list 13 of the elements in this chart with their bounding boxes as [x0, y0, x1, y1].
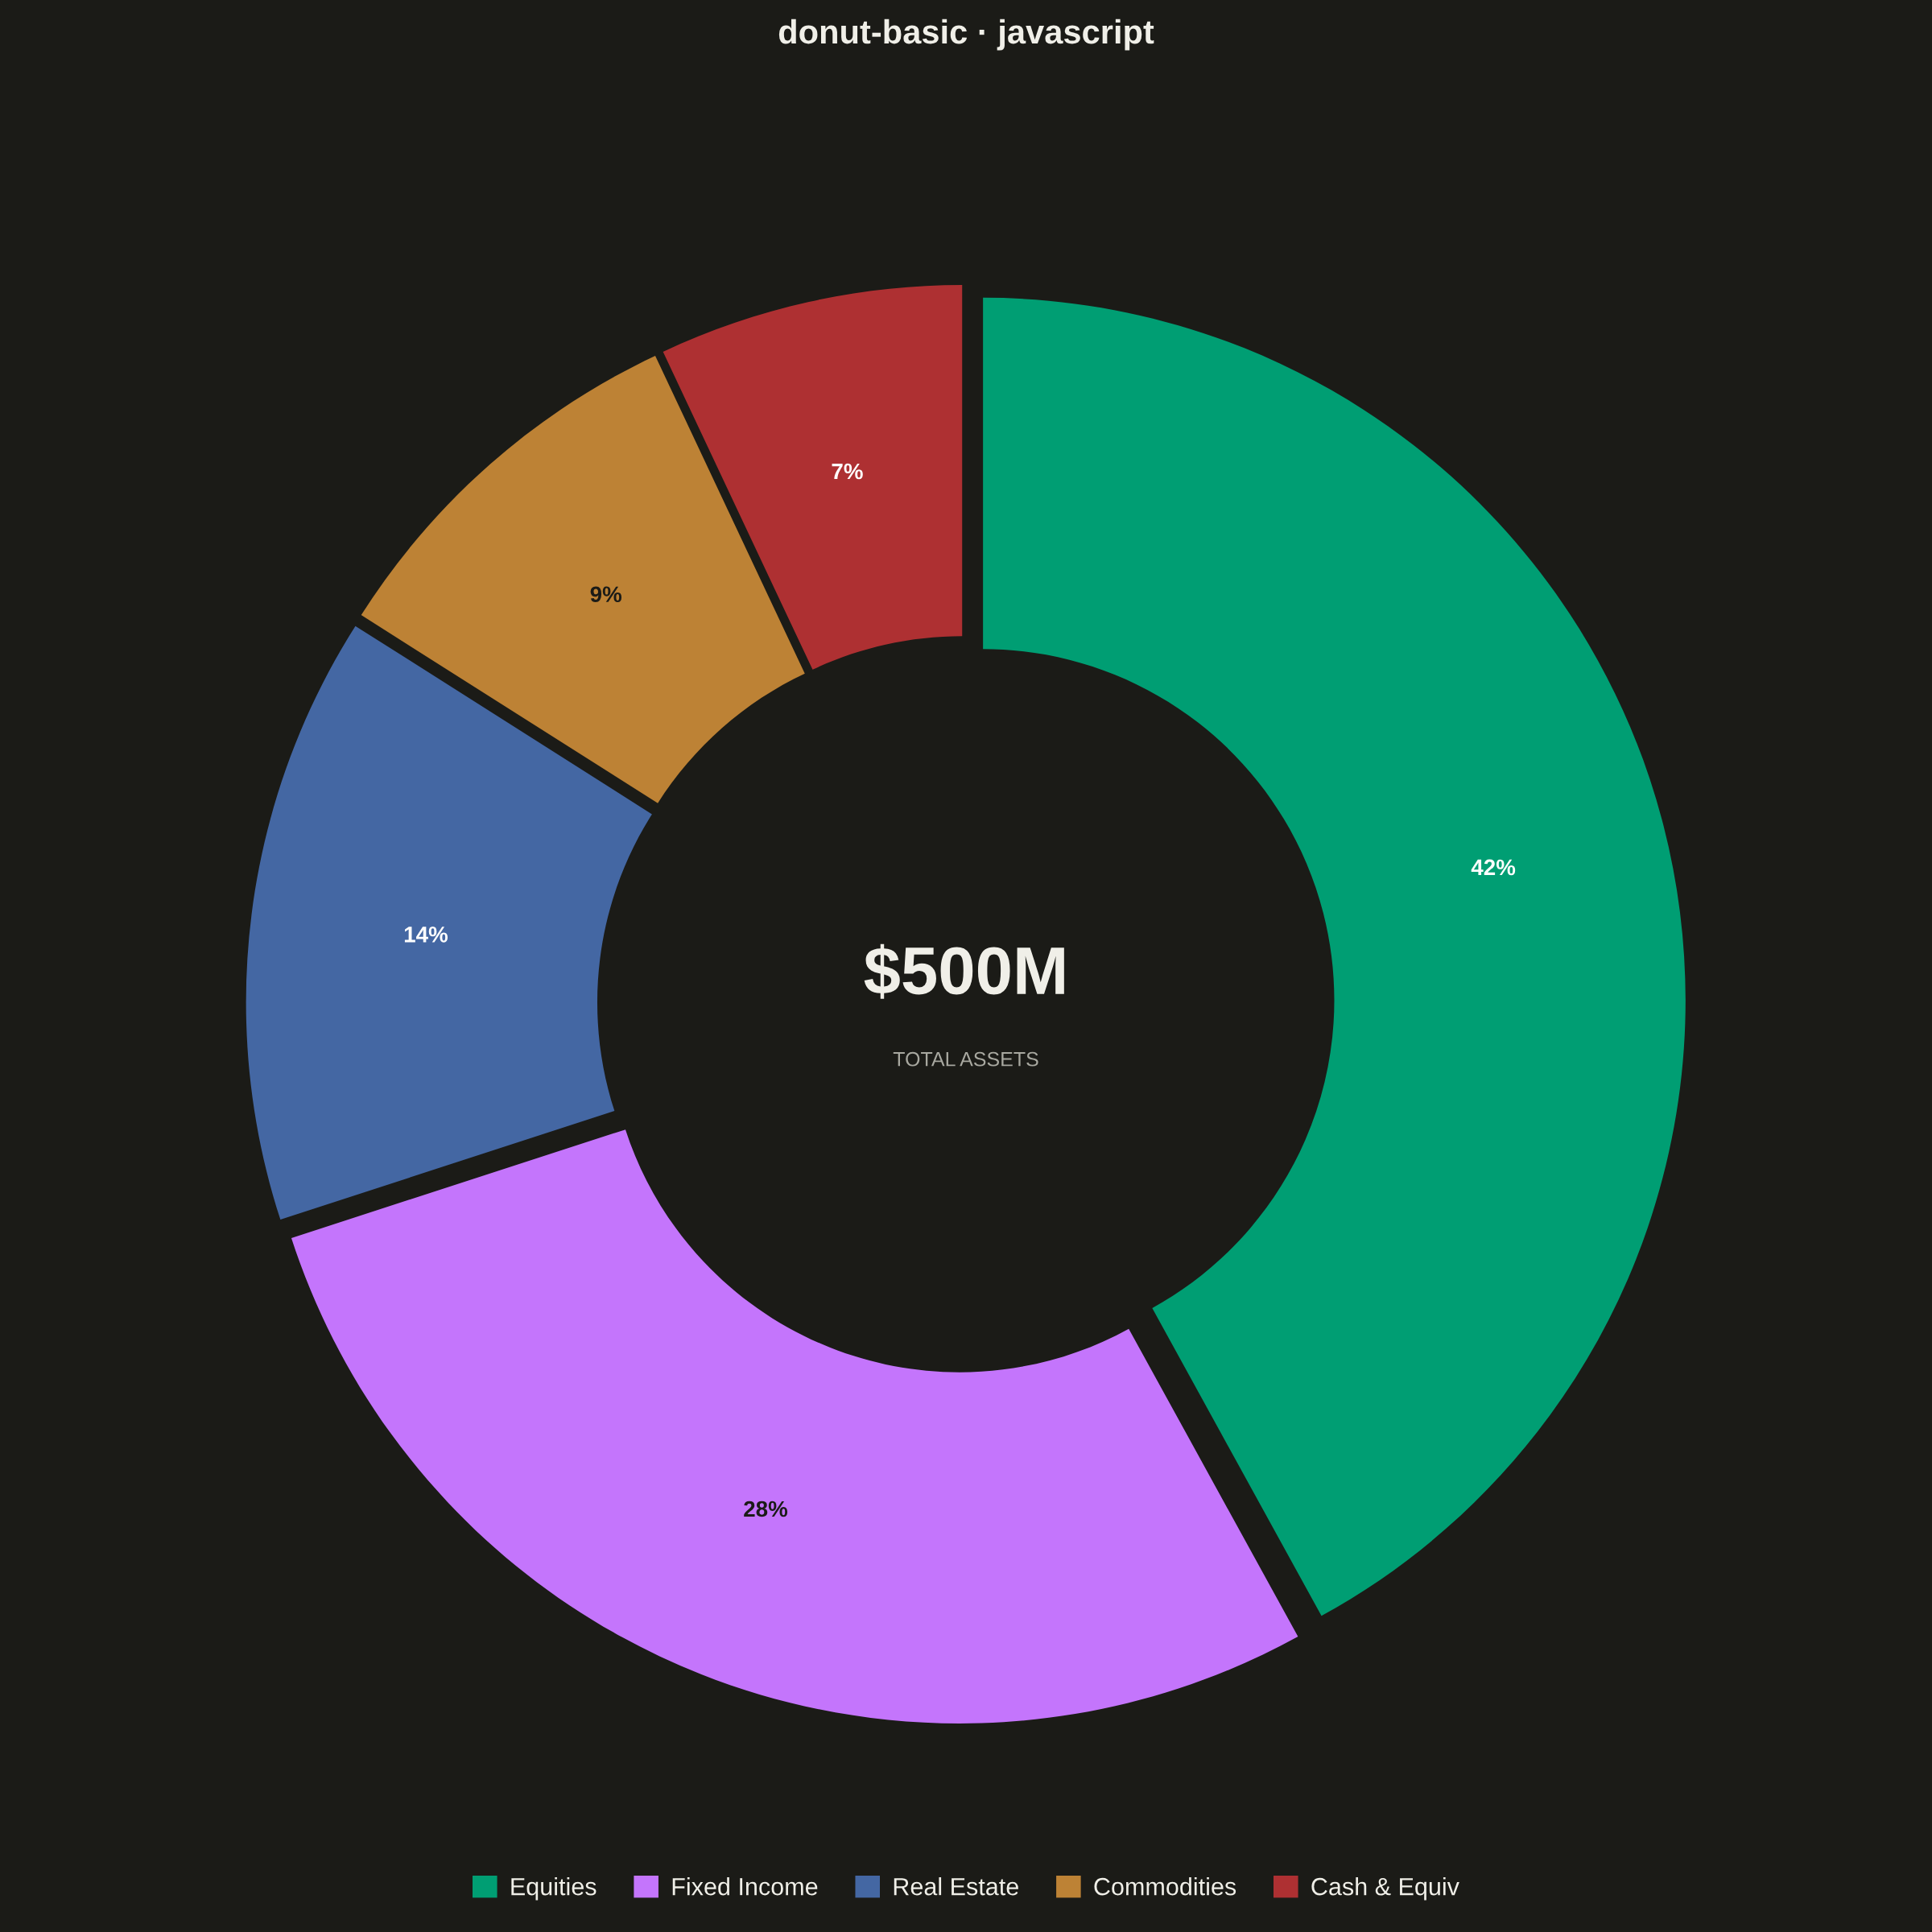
data-label: 7% [832, 463, 863, 480]
legend-label: Fixed Income [672, 1877, 818, 1896]
data-label: 14% [404, 927, 448, 943]
legend-label: Real Estate [894, 1877, 1018, 1896]
text: TOTAL ASSETS [893, 1051, 1038, 1067]
data-label: 9% [590, 586, 622, 603]
text: $500M [864, 943, 1064, 999]
data-label: 28% [744, 1501, 788, 1517]
data-label: 42% [1471, 859, 1516, 876]
chart-title: donut-basic · javascript [778, 19, 1154, 51]
legend-label: Cash & Equiv [1311, 1877, 1459, 1901]
legend-label: Equities [511, 1877, 597, 1901]
legend-label: Commodities [1094, 1877, 1236, 1896]
